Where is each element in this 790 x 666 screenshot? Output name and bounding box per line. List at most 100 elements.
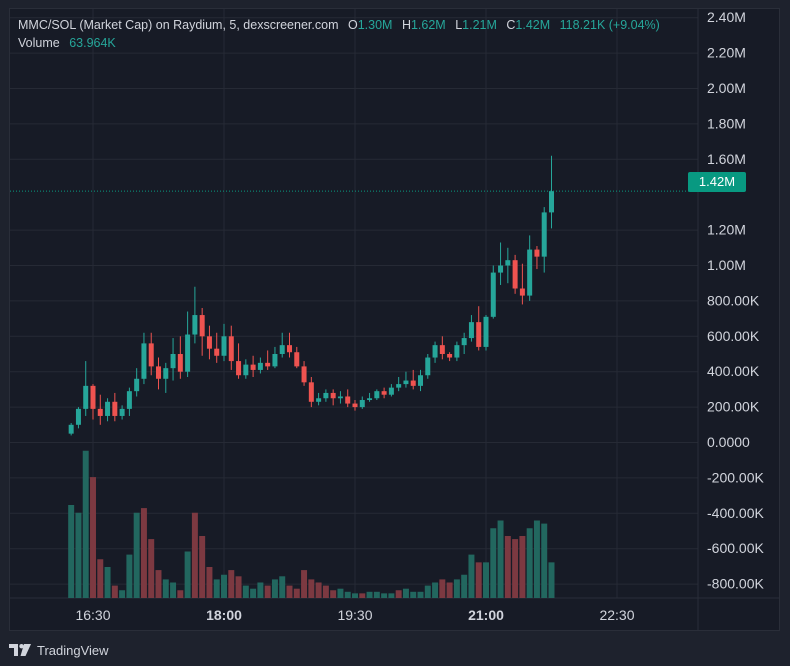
candle-body [468, 322, 474, 339]
candle-body [388, 387, 394, 395]
volume-bar [322, 585, 329, 598]
candle-body [134, 378, 140, 392]
volume-bar [475, 562, 482, 598]
high-label: H [401, 18, 411, 32]
volume-bar [170, 582, 177, 598]
price-axis-label: 800.00K [707, 292, 760, 308]
volume-bar [373, 591, 380, 598]
tradingview-brand[interactable]: TradingView [37, 642, 109, 658]
price-axis-label: 2.00M [707, 80, 746, 96]
volume-bar [90, 477, 96, 598]
price-axis-label: -600.00K [707, 540, 764, 556]
candle-body [97, 408, 103, 416]
candle-body [170, 354, 176, 369]
candle-body [432, 345, 438, 358]
candle-body [403, 380, 409, 385]
time-axis-label: 21:00 [468, 607, 504, 623]
candle-body [549, 191, 554, 213]
candle-body [527, 249, 533, 296]
candle-body [206, 336, 212, 349]
candle-body [272, 354, 278, 367]
candle-body [105, 401, 111, 416]
volume-bar [519, 536, 526, 598]
volume-bar [293, 588, 300, 598]
volume-bar [402, 588, 409, 598]
volume-bar [191, 512, 198, 598]
candle-body [199, 315, 205, 337]
price-axis-label: -800.00K [707, 576, 764, 592]
symbol-title: MMC/SOL (Market Cap) on Raydium, 5, dexs… [18, 18, 339, 32]
time-axis-label: 18:00 [206, 607, 242, 623]
price-axis-label: 200.00K [707, 399, 760, 415]
volume-bar [359, 593, 366, 598]
time-axis-label: 16:30 [75, 607, 110, 623]
volume-bar [453, 579, 460, 598]
volume-bar [504, 536, 511, 598]
candle-body [214, 348, 220, 356]
volume-bar [344, 591, 351, 598]
candle-body [316, 398, 322, 402]
price-axis-label: 600.00K [707, 328, 760, 344]
volume-bar [410, 591, 417, 598]
volume-bar [221, 574, 227, 598]
volume-bar [133, 512, 140, 598]
volume-bar [490, 528, 497, 598]
volume-bar [155, 570, 162, 598]
candle-body [345, 396, 351, 404]
candle-body [90, 385, 96, 409]
close-label: C [506, 18, 516, 32]
change-value: 118.21K (+9.04%) [559, 18, 660, 32]
volume-bar [308, 579, 315, 598]
volume-bar [271, 579, 278, 598]
volume-bar [257, 582, 264, 598]
open-label: O [347, 18, 358, 32]
candle-body [265, 362, 271, 367]
candle-body [228, 336, 234, 362]
tradingview-logo-icon [9, 644, 31, 656]
candle-body [308, 382, 314, 402]
volume-bar [140, 508, 147, 598]
candle-body [418, 375, 423, 386]
volume-bar [417, 591, 424, 598]
candle-body [483, 316, 489, 347]
low-label: L [455, 18, 463, 32]
candle-body [294, 352, 300, 367]
volume-bar [432, 582, 439, 598]
candle-body [177, 354, 183, 372]
volume-bar [184, 551, 191, 598]
price-axis-label: -200.00K [707, 469, 764, 485]
price-axis-label: 1.20M [707, 222, 746, 238]
candle-body [534, 249, 540, 257]
low-value: 1.21M [462, 18, 497, 32]
candle-body [490, 272, 496, 317]
candle-body [301, 366, 307, 383]
volume-bar [381, 593, 388, 598]
volume-bar [206, 567, 213, 598]
volume-bar [483, 562, 489, 598]
price-axis-label: 1.60M [707, 151, 746, 167]
volume-bar [526, 528, 533, 598]
candle-body [75, 408, 81, 425]
candle-body [512, 260, 518, 289]
volume-bar [213, 579, 220, 598]
candle-body [119, 408, 125, 416]
volume-bar [446, 582, 453, 598]
volume-bar [468, 554, 475, 598]
volume-bar [228, 570, 235, 598]
candle-body [519, 288, 525, 296]
volume-bar [279, 576, 286, 598]
volume-bar [68, 505, 75, 598]
candle-body [148, 343, 154, 367]
volume-bar [541, 523, 548, 598]
candle-body [156, 366, 161, 379]
candle-body [454, 345, 460, 358]
volume-bar [242, 585, 249, 598]
candle-body [439, 345, 445, 354]
candle-body [279, 345, 285, 354]
candle-body [243, 364, 249, 376]
volume-bar [126, 554, 133, 598]
volume-bar [111, 585, 118, 598]
price-axis-label: 0.0000 [707, 434, 750, 450]
price-axis-label: -400.00K [707, 505, 764, 521]
